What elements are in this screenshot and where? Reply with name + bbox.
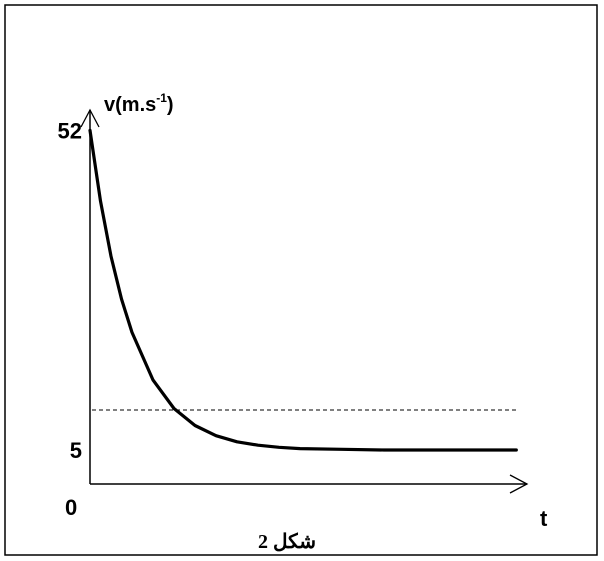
x-axis-arrowhead-icon xyxy=(509,474,529,494)
y-axis-label-exponent: -1 xyxy=(156,91,167,105)
y-axis-label-base: v(m.s xyxy=(104,94,156,116)
figure-caption: شكل 2 xyxy=(258,531,316,553)
y-axis-label-close: ) xyxy=(167,94,174,116)
y-tick-label-52: 52 xyxy=(58,118,82,143)
y-tick-label-5: 5 xyxy=(70,438,82,463)
velocity-curve xyxy=(88,128,518,452)
x-axis-label: t xyxy=(540,506,548,531)
y-axis-arrowhead-icon xyxy=(80,108,100,128)
figure-frame xyxy=(4,4,598,556)
y-axis-label: v(m.s-1) xyxy=(104,91,174,116)
origin-label: 0 xyxy=(65,495,77,520)
